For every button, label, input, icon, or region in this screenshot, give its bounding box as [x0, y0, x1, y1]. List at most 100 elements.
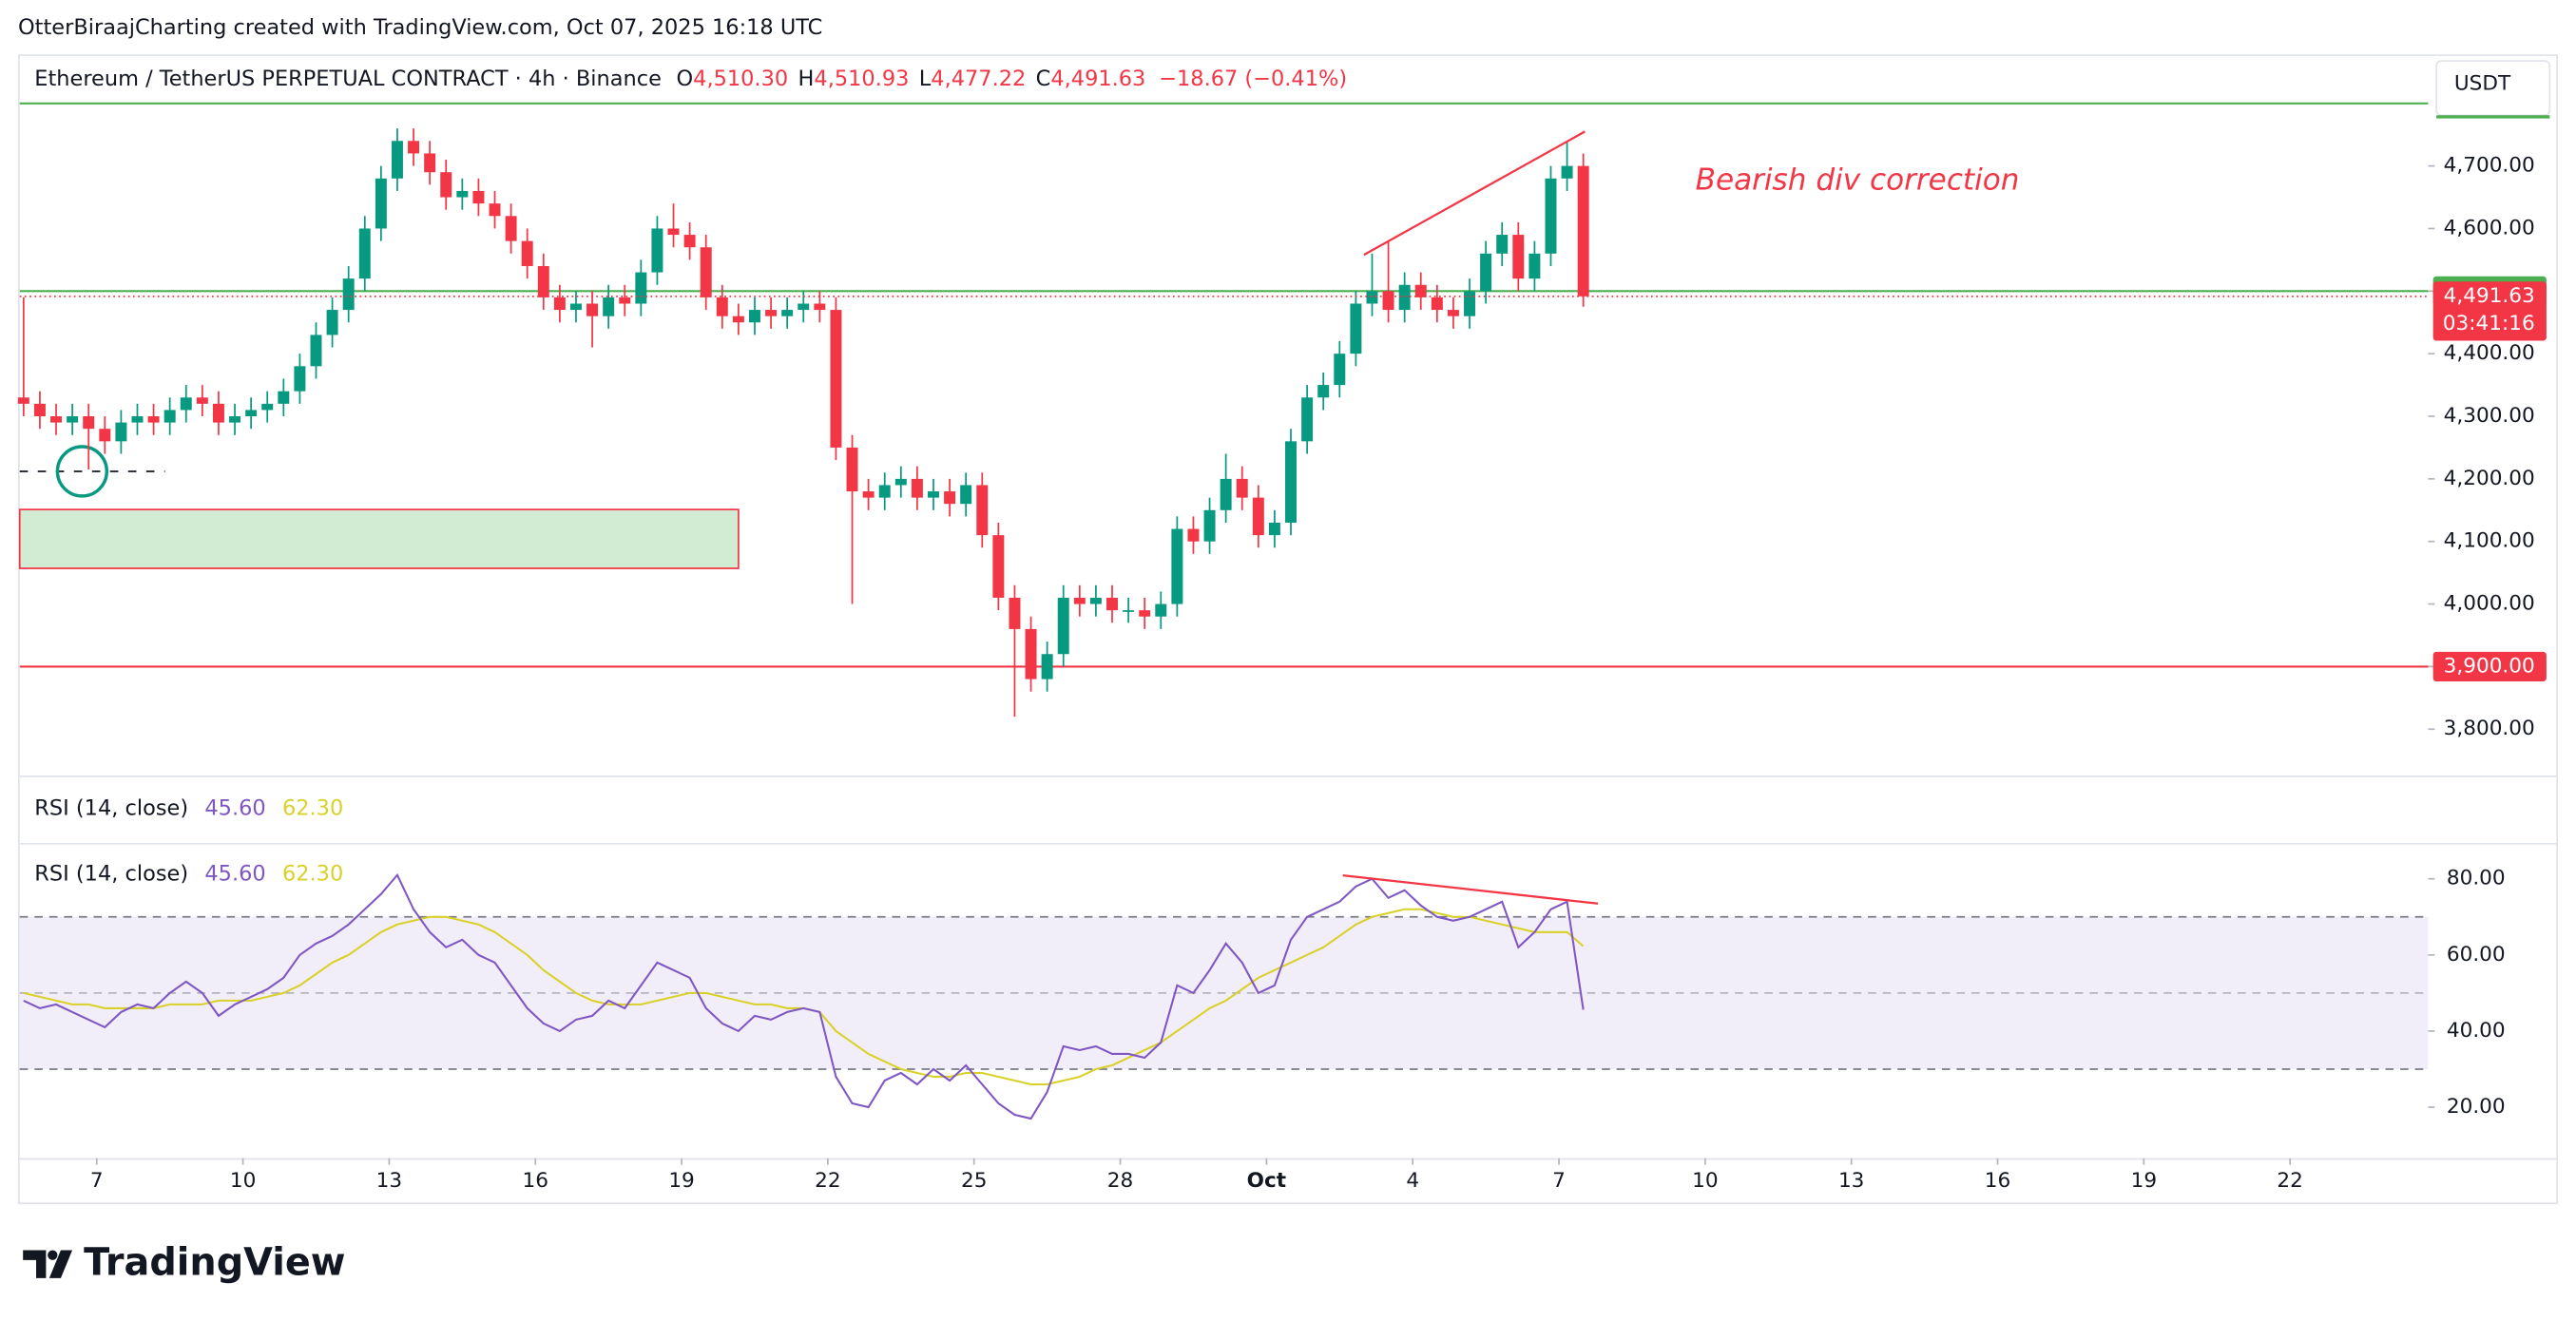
ohlc-value: 4,477.22: [931, 67, 1026, 91]
candle-body: [1106, 597, 1118, 611]
candle-body: [700, 247, 712, 297]
x-tick-label: 7: [1552, 1169, 1566, 1193]
x-tick-label: 13: [376, 1169, 402, 1193]
candle-body: [1577, 165, 1589, 297]
candle-body: [278, 391, 290, 404]
candle-body: [1139, 610, 1151, 617]
candle-body: [960, 485, 972, 505]
candle-body: [1220, 478, 1232, 510]
ohlc-key: O: [676, 67, 693, 91]
candle-body: [1350, 303, 1362, 354]
x-tick-label: 16: [522, 1169, 548, 1193]
rsi-legend: RSI (14, close) 45.60 62.30: [34, 861, 343, 886]
candle-body: [1203, 509, 1216, 542]
candle-body: [830, 310, 842, 448]
candle-body: [147, 416, 160, 423]
candle-body: [115, 422, 127, 442]
candle-body: [1089, 597, 1102, 604]
x-tick-label: 22: [815, 1169, 840, 1193]
x-tick-label: 19: [2131, 1169, 2157, 1193]
candle-body: [229, 416, 241, 423]
candle-body: [326, 310, 338, 335]
candle-body: [1123, 610, 1135, 612]
y-tick-label: 4,300.00: [2444, 404, 2535, 428]
x-tick-label: 13: [1838, 1169, 1864, 1193]
level-label-box: [2432, 651, 2547, 681]
countdown: 03:41:16: [2443, 312, 2535, 335]
ohlc-value: 4,491.63: [1050, 67, 1145, 91]
candle-body: [99, 429, 111, 442]
frame: [18, 54, 2558, 1205]
candle-body: [781, 310, 794, 316]
candle-body: [1268, 522, 1280, 536]
candle-body: [635, 272, 647, 304]
candle-body: [1301, 397, 1314, 442]
x-tick-label: 4: [1406, 1169, 1419, 1193]
candle-body: [1236, 478, 1248, 498]
candle-body: [928, 491, 939, 498]
candle-body: [472, 190, 485, 204]
candle-body: [603, 297, 615, 316]
candle-body: [667, 228, 680, 236]
y-tick-label: 4,200.00: [2444, 467, 2535, 490]
candle-body: [212, 403, 224, 423]
candle-body: [408, 141, 420, 154]
change: −18.67 (−0.41%): [1159, 67, 1347, 91]
candle-body: [1009, 597, 1021, 629]
candle-body: [1512, 235, 1525, 279]
rsi-value: 45.60: [204, 861, 265, 886]
candle-body: [1398, 284, 1411, 311]
rsi-line: [23, 872, 1585, 1120]
currency: USDT: [2454, 71, 2511, 95]
ohlc-key: L: [919, 67, 932, 91]
y-tick-label: 4,000.00: [2444, 592, 2535, 616]
candle-body: [894, 478, 907, 486]
trendline: [1363, 130, 1586, 257]
x-tick-label: 10: [1692, 1169, 1718, 1193]
candle-body: [537, 265, 549, 297]
candle-body: [944, 491, 956, 505]
candle-body: [976, 485, 989, 536]
rsi-value: 62.30: [282, 861, 343, 886]
last-price-box: [2432, 281, 2547, 341]
candle-body: [1431, 297, 1443, 311]
candle-body: [358, 228, 371, 279]
x-tick-label: Oct: [1247, 1169, 1286, 1193]
candle-body: [569, 303, 582, 311]
candle-body: [878, 485, 891, 498]
candle-body: [1366, 291, 1378, 304]
rsi-y-tick-label: 20.00: [2447, 1095, 2506, 1119]
candle-body: [1155, 603, 1167, 617]
candle-body: [1187, 528, 1200, 542]
candle-body: [521, 240, 533, 266]
candle-body: [862, 491, 875, 498]
rsi-y-tick-label: 80.00: [2447, 867, 2506, 890]
y-tick-label: 4,700.00: [2444, 154, 2535, 178]
candle-body: [1414, 284, 1427, 297]
candle-body: [732, 316, 744, 323]
candle-body: [716, 297, 728, 316]
last-price-label: 4,491.63: [2444, 284, 2535, 308]
candle-body: [180, 397, 192, 411]
candle-body: [1285, 441, 1297, 523]
candle-body: [553, 297, 566, 311]
candle-body: [342, 278, 355, 311]
brand: TradingView: [84, 1241, 345, 1285]
candle-body: [83, 416, 95, 430]
candle-body: [67, 416, 79, 423]
candle-body: [50, 416, 63, 423]
x-tick-label: 16: [1985, 1169, 2010, 1193]
x-tick-label: 19: [668, 1169, 694, 1193]
candle-body: [310, 335, 322, 367]
candle-body: [1334, 354, 1346, 386]
x-tick-label: 10: [230, 1169, 256, 1193]
candle-body: [261, 403, 274, 411]
rsi-label: RSI (14, close): [34, 861, 188, 886]
candle-body: [1171, 528, 1183, 604]
candle-body: [1252, 497, 1264, 536]
candle-body: [1317, 385, 1330, 398]
annotation: Bearish div correction: [1696, 163, 2020, 197]
candle-body: [798, 303, 810, 311]
